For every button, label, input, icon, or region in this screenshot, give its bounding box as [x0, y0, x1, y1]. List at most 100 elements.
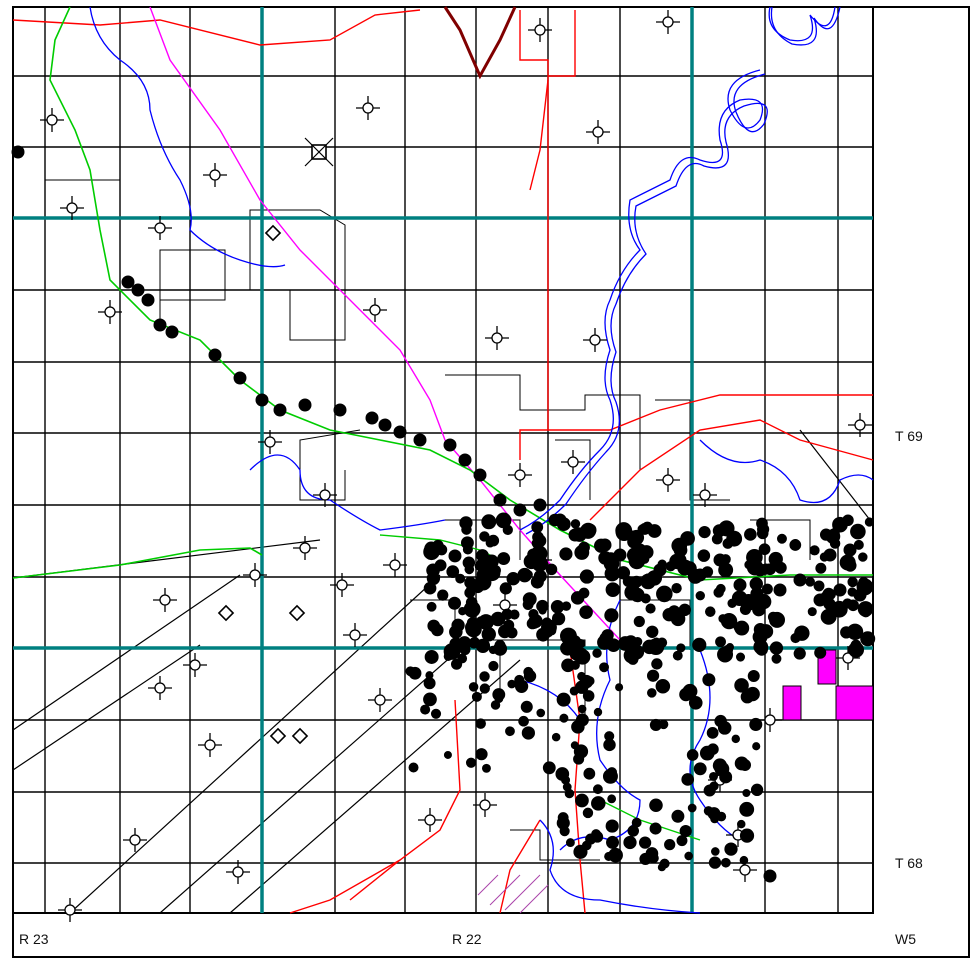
oil-well-icon[interactable] [698, 525, 711, 539]
oil-well-icon[interactable] [556, 692, 571, 707]
dry-well-icon[interactable] [583, 328, 607, 352]
oil-well-icon[interactable] [365, 411, 379, 425]
oil-well-icon[interactable] [724, 842, 738, 856]
oil-well-icon[interactable] [165, 325, 179, 339]
oil-well-icon[interactable] [437, 589, 449, 601]
oil-well-icon[interactable] [627, 825, 640, 837]
oil-well-icon[interactable] [734, 620, 750, 636]
dry-well-icon[interactable] [508, 463, 532, 487]
oil-well-icon[interactable] [429, 623, 439, 633]
oil-well-icon[interactable] [607, 794, 617, 804]
oil-well-icon[interactable] [687, 803, 697, 813]
oil-well-icon[interactable] [443, 651, 453, 661]
oil-well-icon[interactable] [601, 629, 614, 642]
oil-well-icon[interactable] [773, 583, 787, 597]
oil-well-icon[interactable] [405, 666, 416, 677]
oil-well-icon[interactable] [651, 637, 662, 647]
oil-well-icon[interactable] [578, 587, 590, 599]
dry-well-icon[interactable] [485, 326, 509, 350]
oil-well-icon[interactable] [760, 563, 772, 575]
oil-well-icon[interactable] [455, 573, 466, 584]
oil-well-icon[interactable] [693, 762, 707, 776]
oil-well-icon[interactable] [769, 611, 786, 628]
oil-well-icon[interactable] [430, 708, 442, 719]
oil-well-icon[interactable] [464, 564, 475, 575]
oil-well-icon[interactable] [141, 293, 155, 307]
oil-well-icon[interactable] [769, 641, 784, 655]
oil-well-icon[interactable] [819, 552, 829, 562]
oil-well-icon[interactable] [273, 403, 287, 417]
oil-well-icon[interactable] [703, 806, 714, 816]
oil-well-icon[interactable] [497, 552, 511, 566]
oil-well-icon[interactable] [523, 569, 533, 580]
dry-well-icon[interactable] [368, 688, 392, 712]
oil-well-icon[interactable] [579, 605, 593, 619]
oil-well-icon[interactable] [733, 578, 747, 592]
oil-well-icon[interactable] [684, 851, 694, 861]
oil-well-icon[interactable] [658, 719, 669, 730]
oil-well-icon[interactable] [550, 600, 565, 614]
oil-well-icon[interactable] [536, 627, 551, 642]
oil-well-icon[interactable] [682, 683, 698, 699]
oil-well-icon[interactable] [579, 569, 595, 584]
oil-well-icon[interactable] [758, 543, 771, 556]
oil-well-icon[interactable] [420, 704, 431, 715]
oil-well-icon[interactable] [488, 660, 499, 672]
oil-well-icon[interactable] [813, 580, 825, 592]
oil-well-icon[interactable] [408, 762, 419, 773]
oil-well-icon[interactable] [449, 637, 463, 651]
oil-well-icon[interactable] [423, 677, 436, 690]
oil-well-icon[interactable] [830, 600, 848, 618]
oil-well-icon[interactable] [542, 761, 556, 775]
oil-well-icon[interactable] [479, 683, 490, 694]
oil-well-icon[interactable] [605, 582, 621, 597]
oil-well-icon[interactable] [742, 788, 751, 798]
oil-well-icon[interactable] [551, 732, 561, 742]
oil-well-icon[interactable] [528, 614, 543, 629]
dry-well-icon[interactable] [561, 450, 585, 474]
oil-well-icon[interactable] [468, 682, 479, 692]
oil-well-icon[interactable] [750, 783, 764, 796]
oil-well-icon[interactable] [424, 649, 439, 664]
dry-well-icon[interactable] [203, 163, 227, 187]
dry-well-icon[interactable] [473, 793, 497, 817]
oil-well-icon[interactable] [633, 615, 645, 628]
oil-well-icon[interactable] [443, 750, 452, 759]
oil-well-icon[interactable] [536, 708, 546, 718]
oil-well-icon[interactable] [131, 283, 145, 297]
oil-well-icon[interactable] [578, 541, 590, 554]
oil-well-icon[interactable] [451, 618, 465, 632]
oil-well-icon[interactable] [545, 563, 558, 576]
oil-well-icon[interactable] [627, 653, 639, 665]
oil-well-icon[interactable] [521, 726, 535, 740]
dry-well-icon[interactable] [243, 563, 267, 587]
oil-well-icon[interactable] [505, 726, 515, 737]
oil-well-icon[interactable] [761, 583, 773, 595]
oil-well-icon[interactable] [533, 569, 547, 583]
dry-well-icon[interactable] [148, 216, 172, 240]
oil-well-icon[interactable] [481, 627, 496, 642]
oil-well-icon[interactable] [704, 606, 716, 617]
dry-well-symbols[interactable] [40, 10, 872, 922]
dry-well-icon[interactable] [148, 676, 172, 700]
oil-well-icon[interactable] [794, 625, 810, 641]
dry-well-icon[interactable] [656, 468, 680, 492]
dry-well-icon[interactable] [226, 860, 250, 884]
oil-well-icon[interactable] [860, 607, 871, 618]
oil-well-icon[interactable] [793, 647, 806, 660]
oil-well-icon[interactable] [561, 658, 575, 673]
oil-well-icon[interactable] [333, 403, 347, 417]
oil-well-icon[interactable] [630, 587, 645, 603]
oil-well-icon[interactable] [565, 838, 575, 848]
oil-well-icon[interactable] [582, 807, 594, 819]
oil-well-icon[interactable] [538, 606, 547, 615]
oil-well-icon[interactable] [756, 527, 769, 540]
oil-well-icon[interactable] [523, 666, 534, 678]
oil-well-icon[interactable] [671, 537, 688, 554]
oil-well-icon[interactable] [651, 658, 663, 670]
oil-well-icon[interactable] [850, 639, 862, 651]
oil-well-icon[interactable] [718, 520, 735, 537]
oil-well-icon[interactable] [484, 554, 499, 569]
dry-well-icon[interactable] [313, 483, 337, 507]
